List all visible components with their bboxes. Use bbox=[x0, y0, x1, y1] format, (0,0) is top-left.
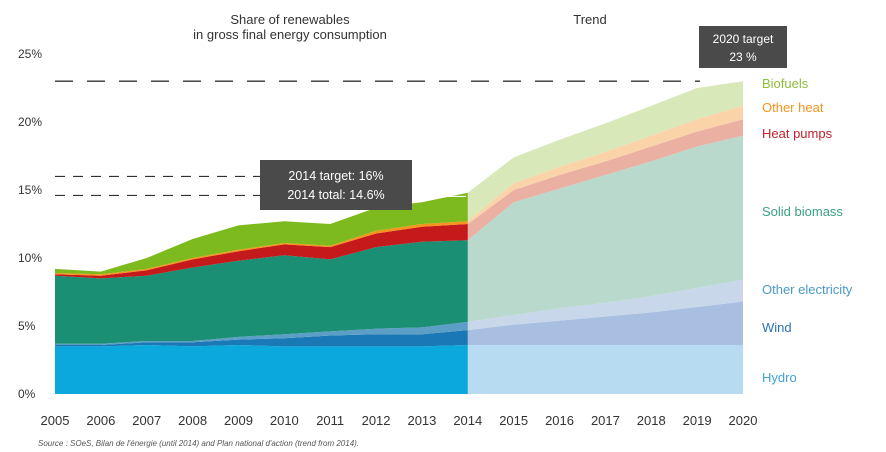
area-trend-other-electricity bbox=[467, 279, 743, 331]
area-historical-wind bbox=[55, 330, 468, 347]
annotation-2014-total: 2014 total: 14.6% bbox=[287, 188, 384, 202]
x-tick-label: 2015 bbox=[499, 413, 528, 428]
area-historical-heat-pumps bbox=[55, 224, 468, 279]
x-tick-label: 2007 bbox=[132, 413, 161, 428]
area-trend-other-heat bbox=[467, 105, 743, 224]
x-tick-label: 2019 bbox=[683, 413, 712, 428]
area-trend-biofuels bbox=[467, 81, 743, 222]
x-tick-label: 2010 bbox=[270, 413, 299, 428]
annotation-2020-target-label: 2020 target bbox=[713, 32, 774, 46]
annotation-box-2020-target bbox=[699, 26, 787, 68]
legend-label-solid-biomass: Solid biomass bbox=[762, 204, 843, 219]
x-tick-label: 2016 bbox=[545, 413, 574, 428]
x-tick-label: 2020 bbox=[729, 413, 758, 428]
legend-label-biofuels: Biofuels bbox=[762, 76, 809, 91]
x-tick-label: 2009 bbox=[224, 413, 253, 428]
y-tick-label: 25% bbox=[18, 47, 42, 61]
area-trend-hydro bbox=[467, 345, 743, 394]
legend-label-other-heat: Other heat bbox=[762, 100, 824, 115]
y-tick-label: 20% bbox=[18, 115, 42, 129]
annotation-2020-target-value: 23 % bbox=[729, 50, 757, 64]
x-tick-label: 2018 bbox=[637, 413, 666, 428]
area-historical-hydro bbox=[55, 345, 468, 394]
chart-title-left-line2: in gross final energy consumption bbox=[193, 27, 387, 42]
legend-label-other-electricity: Other electricity bbox=[762, 282, 853, 297]
legend-label-hydro: Hydro bbox=[762, 370, 797, 385]
x-tick-label: 2005 bbox=[41, 413, 70, 428]
y-tick-label: 15% bbox=[18, 183, 42, 197]
chart-title-left-line1: Share of renewables bbox=[230, 12, 350, 27]
x-tick-label: 2008 bbox=[178, 413, 207, 428]
area-historical-other-heat bbox=[55, 221, 468, 276]
area-historical-other-electricity bbox=[55, 321, 468, 345]
area-trend-solid-biomass bbox=[467, 135, 743, 322]
annotation-2014-target: 2014 target: 16% bbox=[288, 169, 383, 183]
area-trend-wind bbox=[467, 301, 743, 345]
source-note: Source : SOeS, Bilan de l'énergie (until… bbox=[38, 439, 360, 448]
x-tick-label: 2017 bbox=[591, 413, 620, 428]
chart-title-left: Share of renewables in gross final energ… bbox=[140, 12, 440, 42]
annotation-box-2014 bbox=[260, 160, 412, 210]
legend-label-wind: Wind bbox=[762, 320, 792, 335]
y-tick-label: 5% bbox=[18, 319, 36, 333]
y-tick-label: 0% bbox=[18, 387, 36, 401]
y-tick-label: 10% bbox=[18, 251, 42, 265]
area-historical-solid-biomass bbox=[55, 240, 468, 344]
x-tick-label: 2011 bbox=[316, 413, 344, 428]
x-tick-label: 2014 bbox=[453, 413, 482, 428]
x-tick-label: 2013 bbox=[407, 413, 436, 428]
x-tick-label: 2006 bbox=[86, 413, 115, 428]
area-historical-biofuels bbox=[55, 192, 468, 275]
legend-label-heat-pumps: Heat pumps bbox=[762, 126, 833, 141]
chart-title-right: Trend bbox=[573, 12, 607, 27]
x-tick-label: 2012 bbox=[362, 413, 391, 428]
area-trend-heat-pumps bbox=[467, 119, 743, 241]
